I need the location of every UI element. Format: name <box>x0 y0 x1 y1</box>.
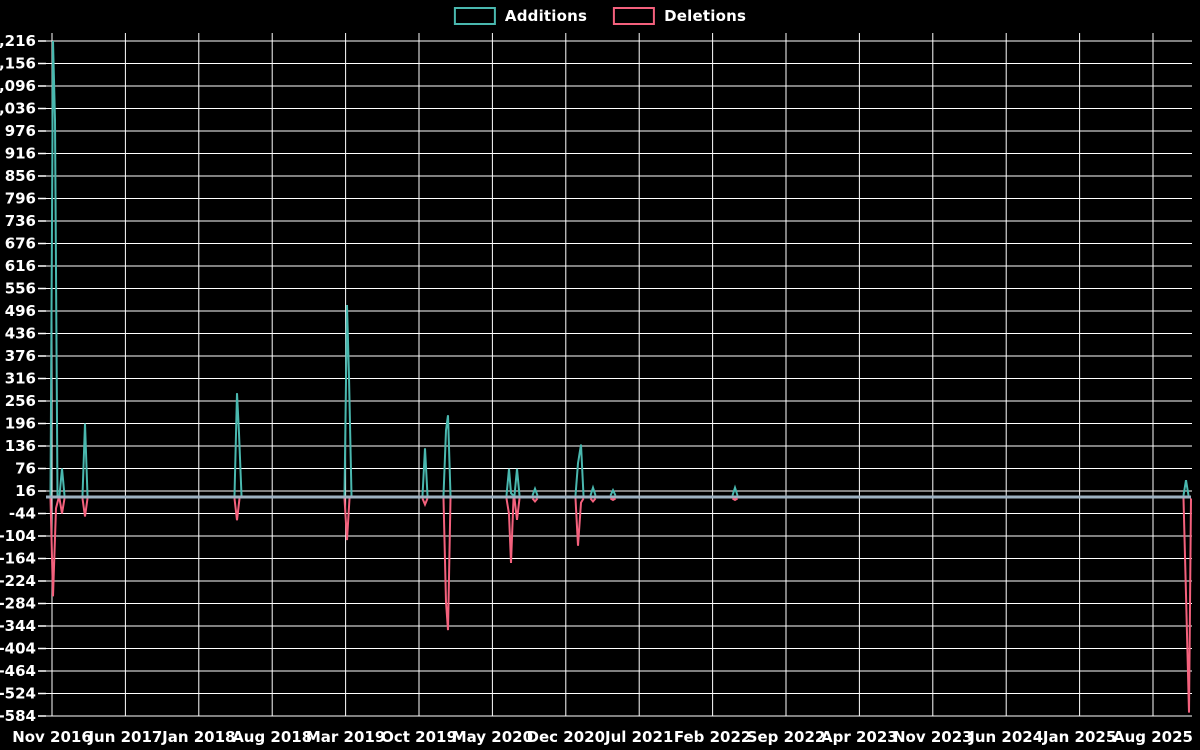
y-tick-label: 16 <box>15 482 36 500</box>
legend-item-additions[interactable]: Additions <box>453 7 588 25</box>
x-tick-label: Nov 2016 <box>12 728 92 746</box>
y-tick-label: 136 <box>5 437 36 455</box>
x-tick-label: Sep 2022 <box>747 728 826 746</box>
y-tick-label: -44 <box>9 505 36 523</box>
y-tick-label: -164 <box>0 550 36 568</box>
x-tick-label: Oct 2019 <box>381 728 457 746</box>
y-tick-label: 1,096 <box>0 77 36 95</box>
y-tick-label: 916 <box>5 145 36 163</box>
chart-legend: Additions Deletions <box>453 7 746 25</box>
x-tick-label: Aug 2018 <box>232 728 312 746</box>
y-tick-label: 76 <box>15 460 36 478</box>
y-tick-label: 256 <box>5 392 36 410</box>
y-tick-label: -584 <box>0 707 36 725</box>
y-tick-label: -344 <box>0 617 36 635</box>
y-tick-label: 1,156 <box>0 55 36 73</box>
y-tick-label: 676 <box>5 235 36 253</box>
x-tick-label: Nov 2023 <box>893 728 973 746</box>
y-tick-label: 436 <box>5 325 36 343</box>
x-tick-label: Aug 2025 <box>1113 728 1193 746</box>
y-tick-label: -224 <box>0 572 36 590</box>
legend-deletions-label: Deletions <box>664 7 747 25</box>
y-tick-label: -464 <box>0 662 36 680</box>
additions-series-line <box>49 40 1190 497</box>
y-tick-label: 1,036 <box>0 100 36 118</box>
x-tick-label: Feb 2022 <box>674 728 752 746</box>
x-tick-label: Jan 2025 <box>1042 728 1116 746</box>
x-tick-label: May 2020 <box>452 728 533 746</box>
legend-additions-label: Additions <box>504 7 588 25</box>
legend-item-deletions[interactable]: Deletions <box>613 7 746 25</box>
y-tick-label: 856 <box>5 167 36 185</box>
additions-swatch-icon <box>453 7 496 25</box>
x-tick-label: Jun 2017 <box>87 728 162 746</box>
y-tick-label: 976 <box>5 122 36 140</box>
x-tick-label: Jan 2018 <box>161 728 235 746</box>
deletions-series-line <box>49 497 1192 713</box>
y-tick-label: -104 <box>0 527 36 545</box>
y-tick-label: 316 <box>5 370 36 388</box>
x-tick-label: Jun 2024 <box>968 728 1043 746</box>
y-tick-label: 736 <box>5 212 36 230</box>
y-tick-label: 1,216 <box>0 32 36 50</box>
y-tick-label: -284 <box>0 595 36 613</box>
y-tick-label: -404 <box>0 640 36 658</box>
y-tick-label: 376 <box>5 347 36 365</box>
y-tick-label: 616 <box>5 257 36 275</box>
y-tick-label: 796 <box>5 190 36 208</box>
y-tick-label: 496 <box>5 302 36 320</box>
x-tick-label: Jul 2021 <box>604 728 673 746</box>
y-tick-label: 196 <box>5 415 36 433</box>
y-tick-label: 556 <box>5 280 36 298</box>
x-tick-label: Apr 2023 <box>821 728 898 746</box>
y-tick-label: -524 <box>0 685 36 703</box>
x-tick-label: Mar 2019 <box>306 728 385 746</box>
deletions-swatch-icon <box>613 7 656 25</box>
x-tick-label: Dec 2020 <box>527 728 606 746</box>
